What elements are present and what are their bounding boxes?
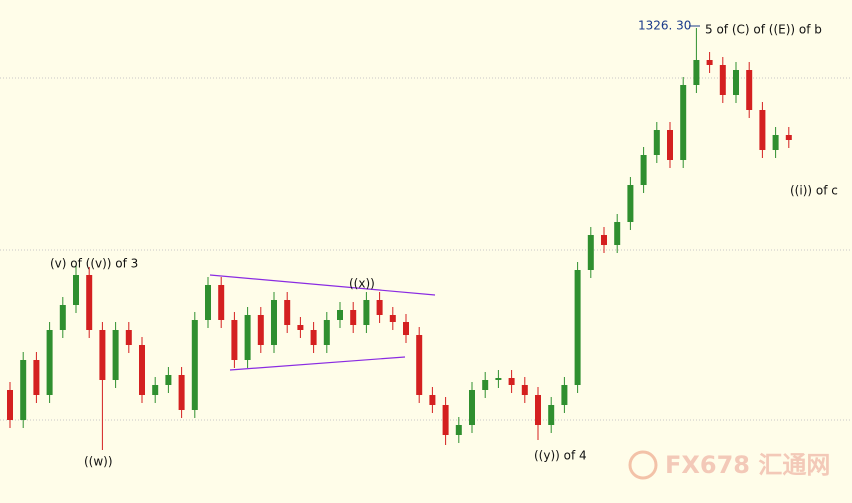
- candle-body: [310, 330, 317, 345]
- candle-body: [640, 155, 647, 185]
- annotation: ((w)): [84, 455, 113, 469]
- candle-body: [323, 320, 330, 345]
- candle-body: [59, 305, 66, 330]
- candle-body: [231, 320, 238, 360]
- candle-body: [33, 360, 40, 395]
- candle-body: [139, 345, 145, 395]
- annotation: 1326. 30: [638, 19, 691, 33]
- candle-body: [125, 330, 132, 345]
- candle-body: [627, 185, 634, 222]
- candle-body: [7, 390, 13, 420]
- candle-body: [746, 70, 753, 110]
- candle-body: [680, 85, 687, 160]
- candle-body: [271, 300, 277, 345]
- annotation: 5 of (C) of ((E)) of b: [705, 23, 822, 37]
- candle-body: [495, 378, 502, 380]
- candle-body: [191, 320, 198, 410]
- annotation: ((i)) of c: [790, 184, 838, 198]
- candle-body: [257, 315, 264, 345]
- candle-body: [759, 110, 766, 150]
- annotation: ((y)) of 4: [534, 449, 587, 463]
- candle-body: [455, 425, 462, 435]
- candle-body: [376, 300, 383, 315]
- candle-body: [614, 222, 621, 245]
- candle-body: [653, 130, 660, 155]
- candle-body: [706, 60, 713, 65]
- candle-body: [772, 135, 779, 150]
- trend-line: [209, 274, 436, 296]
- candle-body: [535, 395, 541, 425]
- candle-body: [548, 405, 555, 425]
- candle-body: [574, 270, 581, 385]
- candle-body: [86, 275, 93, 330]
- candle-body: [785, 135, 792, 140]
- candle-body: [403, 322, 409, 335]
- watermark: FX678 汇通网: [665, 451, 830, 479]
- candle-body: [521, 385, 528, 395]
- candle-body: [218, 285, 225, 320]
- candle-body: [601, 235, 607, 245]
- candle-body: [205, 285, 211, 320]
- candle-body: [284, 300, 291, 325]
- annotation: (v) of ((v)) of 3: [50, 257, 138, 271]
- candle-body: [667, 130, 673, 160]
- candle-body: [587, 235, 594, 270]
- candle-body: [165, 375, 172, 385]
- watermark-logo: [628, 450, 658, 480]
- candle-body: [178, 375, 185, 410]
- candle-body: [733, 70, 739, 95]
- candle-body: [297, 325, 304, 330]
- trend-line: [229, 356, 406, 371]
- candle-body: [442, 405, 449, 435]
- candle-body: [719, 65, 726, 95]
- candle-body: [416, 335, 423, 395]
- candle-body: [99, 330, 106, 380]
- candle-body: [337, 310, 343, 320]
- candle-body: [20, 360, 27, 420]
- candle-body: [508, 378, 515, 385]
- candle-body: [73, 275, 79, 305]
- candle-body: [429, 395, 436, 405]
- candle-body: [152, 385, 159, 395]
- candle-body: [693, 60, 700, 85]
- candle-body: [482, 380, 489, 390]
- candle-body: [389, 315, 396, 322]
- candle-body: [561, 385, 568, 405]
- candle-body: [469, 390, 475, 425]
- candle-body: [363, 300, 370, 325]
- candle-body: [112, 330, 119, 380]
- candle-body: [244, 315, 251, 360]
- annotation: ((x)): [349, 277, 375, 291]
- candle-body: [46, 330, 53, 395]
- candle-body: [350, 310, 357, 325]
